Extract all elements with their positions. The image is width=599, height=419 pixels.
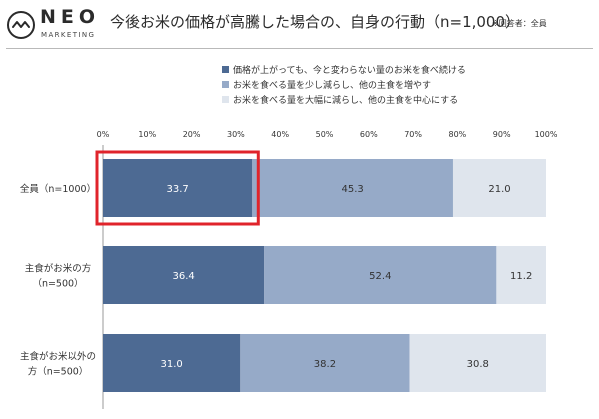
bar-segment: [240, 334, 410, 392]
brand-name: NEO: [40, 6, 101, 28]
bar-segment: [252, 159, 453, 217]
x-tick-label: 60%: [360, 130, 378, 139]
highlight-box: [95, 150, 260, 226]
legend-item-series2: お米を食べる量を少し減らし、他の主食を増やす: [222, 79, 466, 94]
category-label: 方（n=500）: [28, 366, 89, 378]
bar-segment: [496, 246, 546, 304]
category-label: （n=500）: [32, 278, 83, 290]
category-label: 全員（n=1000）: [20, 183, 96, 195]
header-divider: [6, 48, 593, 49]
x-tick-label: 30%: [227, 130, 245, 139]
bar-value-label: 52.4: [369, 271, 391, 282]
x-tick-label: 20%: [183, 130, 201, 139]
bar-segment: [103, 159, 253, 217]
legend-item-series1: 価格が上がっても、今と変わらない量のお米を食べ続ける: [222, 64, 466, 79]
legend-item-series3: お米を食べる量を大幅に減らし、他の主食を中心にする: [222, 94, 466, 109]
bar-segment: [103, 246, 265, 304]
bar-value-label: 31.0: [161, 359, 183, 370]
bar-value-label: 33.7: [167, 184, 189, 195]
bar-segment: [103, 334, 241, 392]
x-tick-label: 100%: [535, 130, 558, 139]
category-label: 主食がお米以外の: [20, 351, 96, 363]
legend-label-series3: お米を食べる量を大幅に減らし、他の主食を中心にする: [233, 96, 459, 106]
respondent-note: ※回答者：全員: [492, 19, 547, 28]
bar-value-label: 11.2: [510, 271, 532, 282]
bar-value-label: 21.0: [488, 184, 510, 195]
x-tick-label: 80%: [449, 130, 467, 139]
bar-value-label: 38.2: [314, 359, 336, 370]
legend-swatch-series2: [222, 81, 229, 88]
brand-tagline: MARKETING: [41, 31, 96, 39]
x-tick-label: 70%: [404, 130, 422, 139]
x-tick-label: 0%: [97, 130, 110, 139]
bar-value-label: 45.3: [341, 184, 363, 195]
legend-label-series2: お米を食べる量を少し減らし、他の主食を増やす: [233, 81, 432, 91]
chart-legend: 価格が上がっても、今と変わらない量のお米を食べ続ける お米を食べる量を少し減らし…: [222, 64, 466, 109]
x-tick-label: 90%: [493, 130, 511, 139]
legend-swatch-series1: [222, 66, 229, 73]
bar-segment: [409, 334, 546, 392]
x-tick-label: 40%: [271, 130, 289, 139]
bar-value-label: 36.4: [172, 271, 194, 282]
x-tick-label: 50%: [316, 130, 334, 139]
category-label: 主食がお米の方: [25, 263, 92, 275]
header: NEO MARKETING 今後お米の価格が高騰した場合の、自身の行動（n=1,…: [0, 0, 599, 50]
x-tick-label: 10%: [138, 130, 156, 139]
bar-segment: [452, 159, 546, 217]
neo-wave-circle-icon: [7, 11, 35, 39]
bar-segment: [264, 246, 497, 304]
bar-value-label: 30.8: [467, 359, 489, 370]
legend-label-series1: 価格が上がっても、今と変わらない量のお米を食べ続ける: [233, 66, 466, 76]
legend-swatch-series3: [222, 96, 229, 103]
chart-title: 今後お米の価格が高騰した場合の、自身の行動（n=1,000）: [110, 13, 521, 31]
